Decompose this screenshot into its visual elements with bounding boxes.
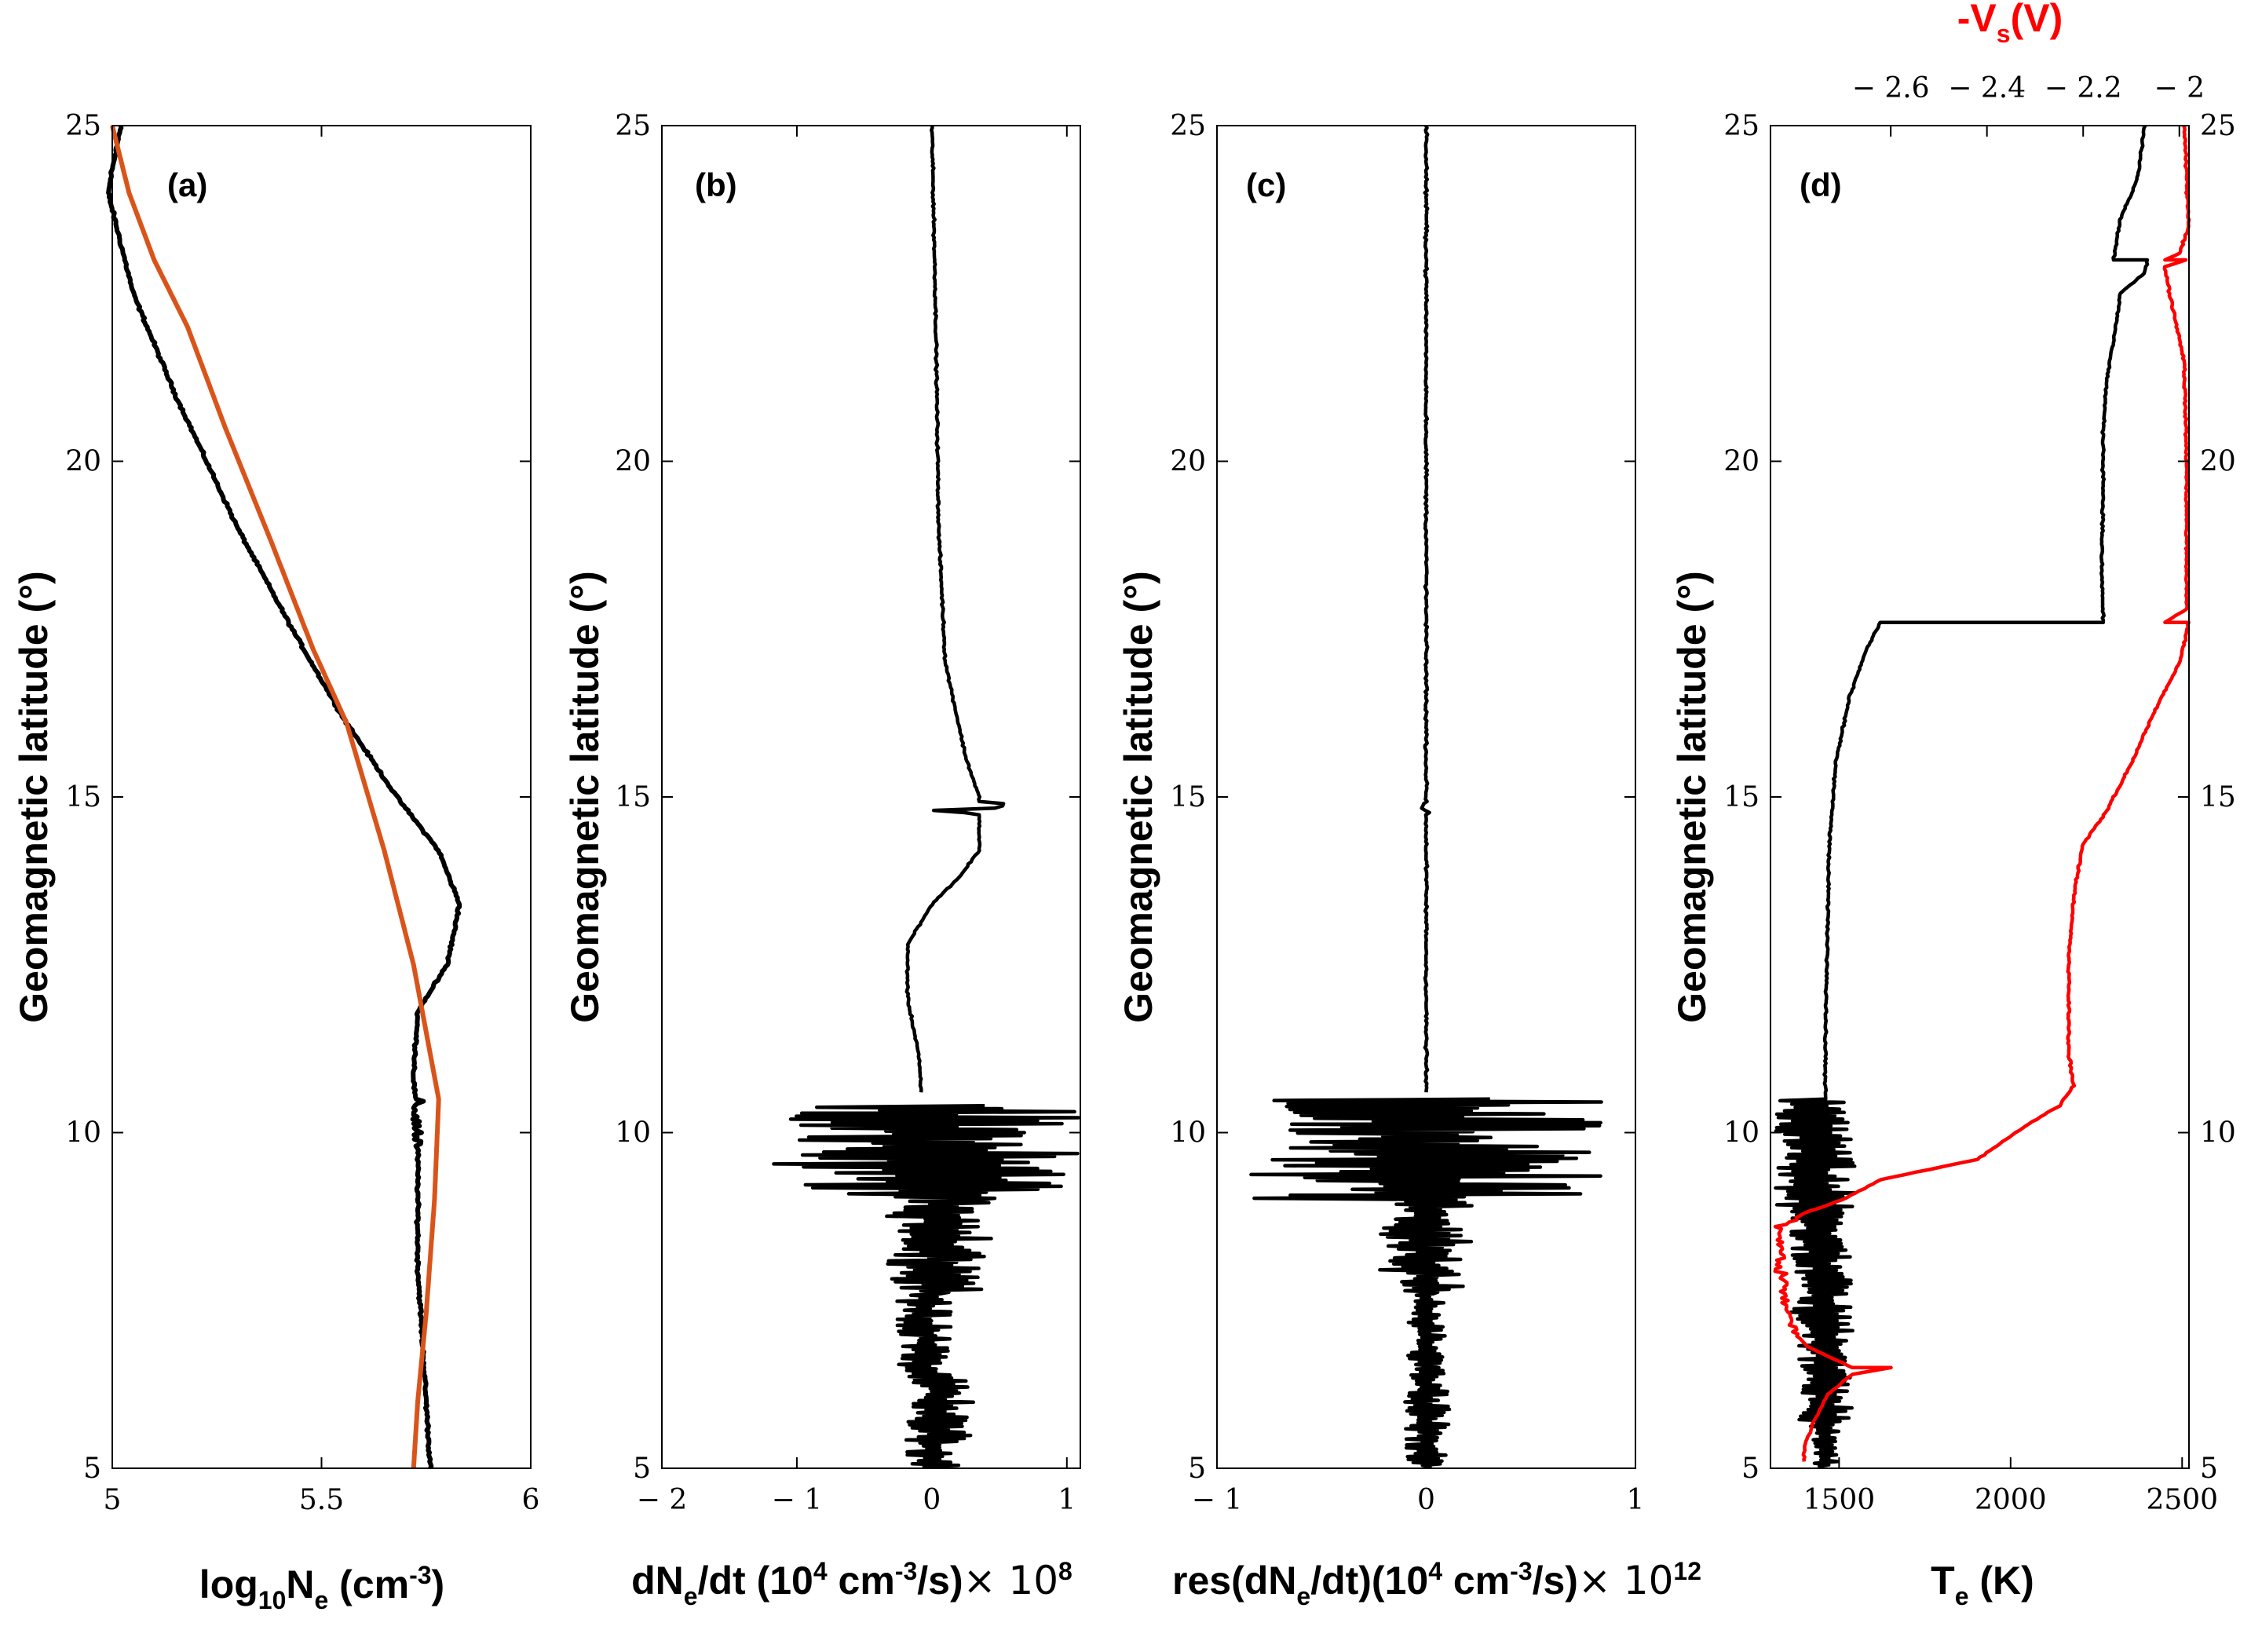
panel-c-series-residual [1420, 124, 1431, 1093]
panel-d-series-te [1774, 124, 2150, 1469]
panel-c-y-axis-title: Geomagnetic latitude (°) [1116, 571, 1160, 1023]
panel-d-ytick-right-label: 10 [2200, 1117, 2236, 1149]
panel-b-series-oscillation [772, 1104, 1080, 1469]
panel-a-label: (a) [167, 166, 207, 203]
panel-c-ytick-label: 10 [1170, 1117, 1206, 1149]
panel-d-label: (d) [1800, 166, 1842, 203]
panel-d-top-axis-title: -Vs(V) [1957, 0, 2063, 48]
panel-a: 5 10 15 20 25 5 5.5 6 (a) Geomagnetic latitude … [12, 110, 539, 1614]
panel-a-xtick-label: 5 [104, 1484, 122, 1516]
panel-d-x2tick-label: − 2.6 [1852, 72, 1930, 104]
panel-d-ytick-right-label: 5 [2200, 1453, 2218, 1485]
panel-b-ytick-label: 10 [615, 1117, 651, 1149]
panel-b: 5 10 15 20 25 − 2 − 1 0 1 (b) Geomagnetic latitu… [563, 110, 1081, 1610]
panel-b-x-axis-title: dNe/dt (104 cm-3/s)× 108 [631, 1557, 1073, 1610]
panel-c-x-axis-title: res(dNe/dt)(104 cm-3/s)× 1012 [1172, 1557, 1701, 1610]
panel-a-ytick-label: 5 [83, 1453, 101, 1485]
panel-a-ytick-label: 20 [65, 446, 101, 478]
panel-d-ytick-label: 25 [1723, 110, 1760, 142]
panel-b-xtick-label: 1 [1058, 1484, 1076, 1516]
panel-a-xtick-label: 5.5 [299, 1484, 344, 1516]
panel-d-ytick-right-label: 20 [2200, 446, 2236, 478]
panel-c-xtick-label: 1 [1627, 1484, 1645, 1516]
panel-a-series-fit [110, 125, 441, 1469]
panel-d-ytick-label: 15 [1723, 781, 1760, 813]
panel-d-ytick-right-label: 15 [2200, 781, 2236, 813]
panel-d-x2tick-label: − 2 [2154, 72, 2205, 104]
panel-a-ytick-label: 10 [65, 1117, 101, 1149]
panel-a-y-axis-title: Geomagnetic latitude (°) [12, 571, 56, 1023]
panel-c: 5 10 15 20 25 − 1 0 1 (c) Geomagnetic latitude … [1116, 110, 1701, 1610]
panel-d-ytick-label: 5 [1741, 1453, 1760, 1485]
panel-a-axes-box [111, 125, 532, 1469]
panel-b-axes-box [661, 125, 1081, 1469]
panel-c-ytick-label: 25 [1170, 110, 1206, 142]
panel-d-y-axis-title: Geomagnetic latitude (°) [1670, 571, 1714, 1023]
panel-d: 5 5 10 10 15 15 20 20 25 25 1500 2000 2500 − 2.6 − 2.4… [1670, 0, 2236, 1610]
panel-c-ytick-label: 5 [1188, 1453, 1206, 1485]
panel-c-xtick-label: 0 [1417, 1484, 1435, 1516]
panel-c-ytick-label: 15 [1170, 781, 1206, 813]
panel-a-ytick-label: 25 [65, 110, 101, 142]
panel-b-xtick-label: − 1 [772, 1484, 823, 1516]
panel-a-ytick-label: 15 [65, 781, 101, 813]
panel-d-x2tick-label: − 2.2 [2045, 72, 2122, 104]
panel-b-ytick-label: 5 [633, 1453, 651, 1485]
panel-d-ytick-right-label: 25 [2200, 110, 2236, 142]
panel-a-xtick-label: 6 [522, 1484, 540, 1516]
panel-d-ytick-label: 10 [1723, 1117, 1760, 1149]
panel-b-xtick-label: 0 [923, 1484, 941, 1516]
panel-b-ytick-label: 25 [615, 110, 651, 142]
panel-d-x2tick-label: − 2.4 [1948, 72, 2026, 104]
panel-b-label: (b) [695, 166, 737, 203]
panel-b-ytick-label: 15 [615, 781, 651, 813]
panel-c-ytick-label: 20 [1170, 446, 1206, 478]
panel-d-xtick-label: 2500 [2146, 1484, 2218, 1516]
panel-c-label: (c) [1246, 166, 1286, 203]
panel-d-xtick-label: 2000 [1975, 1484, 2047, 1516]
panel-d-xtick-label: 1500 [1803, 1484, 1876, 1516]
panel-b-y-axis-title: Geomagnetic latitude (°) [563, 571, 607, 1023]
panel-b-xtick-label: − 2 [637, 1484, 688, 1516]
panel-d-ytick-label: 20 [1723, 446, 1760, 478]
panel-a-series-observed [106, 125, 462, 1470]
panel-c-series-oscillation [1249, 1097, 1603, 1469]
panel-d-series--vs [1773, 125, 2191, 1462]
panel-a-x-axis-title: log10Ne (cm-3) [199, 1561, 444, 1614]
panel-d-x-axis-title: Te (K) [1931, 1559, 2034, 1610]
panel-c-xtick-label: − 1 [1192, 1484, 1243, 1516]
panel-b-series-dne-dt [904, 126, 1006, 1093]
panel-b-ytick-label: 20 [615, 446, 651, 478]
